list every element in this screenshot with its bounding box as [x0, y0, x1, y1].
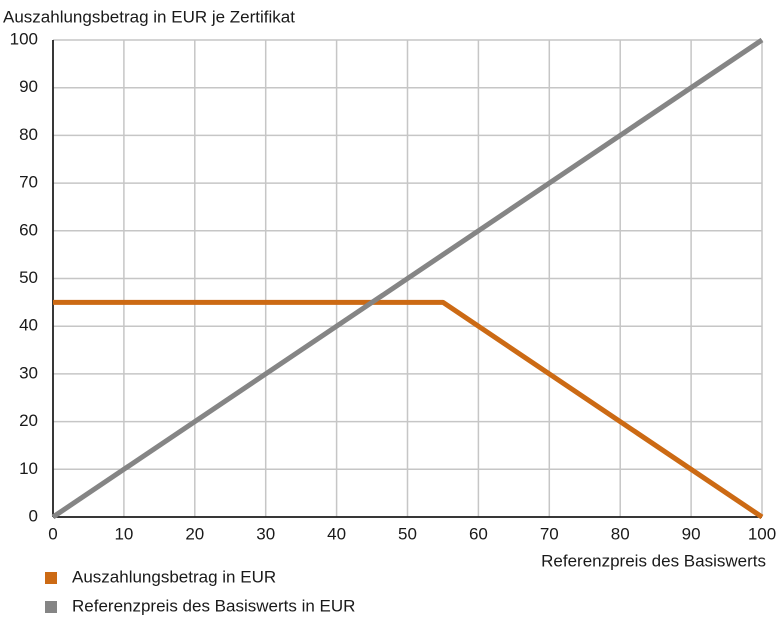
y-tick-label: 50	[19, 268, 38, 287]
x-tick-label: 50	[398, 524, 417, 543]
y-tick-label: 10	[19, 459, 38, 478]
y-tick-label: 70	[19, 173, 38, 192]
y-tick-label: 100	[10, 29, 38, 48]
y-tick-label: 0	[29, 506, 38, 525]
legend-swatch	[45, 572, 57, 584]
y-tick-label: 60	[19, 220, 38, 239]
x-tick-label: 60	[469, 524, 488, 543]
series-line	[51, 37, 764, 520]
x-tick-label: 10	[114, 524, 133, 543]
x-tick-label: 40	[327, 524, 346, 543]
legend-swatch	[45, 601, 57, 613]
y-axis-label: Auszahlungsbetrag in EUR je Zertifikat	[3, 7, 295, 26]
x-tick-label: 90	[682, 524, 701, 543]
x-axis-label: Referenzpreis des Basiswerts	[541, 551, 766, 570]
x-tick-label: 20	[185, 524, 204, 543]
legend-label: Auszahlungsbetrag in EUR	[72, 567, 276, 586]
x-tick-label: 80	[611, 524, 630, 543]
y-tick-label: 90	[19, 77, 38, 96]
y-tick-label: 20	[19, 411, 38, 430]
x-tick-label: 0	[48, 524, 57, 543]
x-tick-label: 70	[540, 524, 559, 543]
y-tick-label: 30	[19, 363, 38, 382]
series-line	[53, 299, 764, 520]
y-tick-label: 40	[19, 316, 38, 335]
x-tick-label: 30	[256, 524, 275, 543]
x-tick-label: 100	[748, 524, 776, 543]
y-tick-label: 80	[19, 125, 38, 144]
legend-label: Referenzpreis des Basiswerts in EUR	[72, 596, 355, 615]
